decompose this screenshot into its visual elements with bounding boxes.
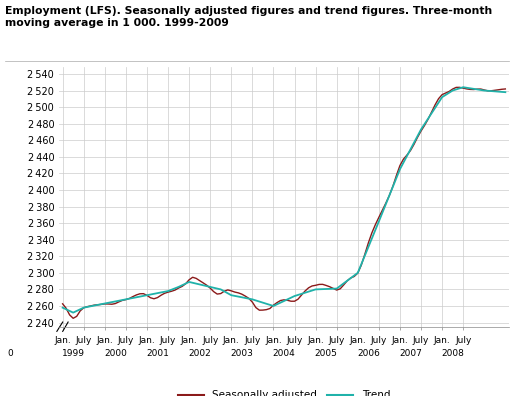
Text: 2005: 2005: [315, 349, 338, 358]
Text: 1999: 1999: [62, 349, 85, 358]
Text: 2002: 2002: [188, 349, 211, 358]
Text: 2003: 2003: [230, 349, 253, 358]
Text: Jan.: Jan.: [392, 337, 408, 345]
Text: 2007: 2007: [399, 349, 422, 358]
Text: July: July: [413, 337, 429, 345]
Text: July: July: [286, 337, 303, 345]
Text: 2004: 2004: [272, 349, 296, 358]
Text: July: July: [160, 337, 176, 345]
Text: 2008: 2008: [441, 349, 464, 358]
Text: 0: 0: [7, 349, 13, 358]
Text: July: July: [328, 337, 345, 345]
Text: July: July: [76, 337, 92, 345]
Text: 2000: 2000: [104, 349, 127, 358]
Text: July: July: [202, 337, 218, 345]
Text: Jan.: Jan.: [54, 337, 71, 345]
Text: July: July: [455, 337, 471, 345]
Text: 2001: 2001: [146, 349, 169, 358]
Text: Jan.: Jan.: [97, 337, 113, 345]
Text: Jan.: Jan.: [307, 337, 324, 345]
Text: Jan.: Jan.: [223, 337, 240, 345]
Text: Jan.: Jan.: [181, 337, 197, 345]
Text: 2006: 2006: [357, 349, 380, 358]
Legend: Seasonally adjusted, Trend: Seasonally adjusted, Trend: [174, 386, 394, 396]
Text: July: July: [118, 337, 134, 345]
Text: Employment (LFS). Seasonally adjusted figures and trend figures. Three-month
mov: Employment (LFS). Seasonally adjusted fi…: [5, 6, 492, 29]
Text: July: July: [244, 337, 261, 345]
Text: Jan.: Jan.: [434, 337, 450, 345]
Text: Jan.: Jan.: [350, 337, 366, 345]
Text: Jan.: Jan.: [265, 337, 282, 345]
Text: July: July: [371, 337, 387, 345]
Text: Jan.: Jan.: [139, 337, 155, 345]
